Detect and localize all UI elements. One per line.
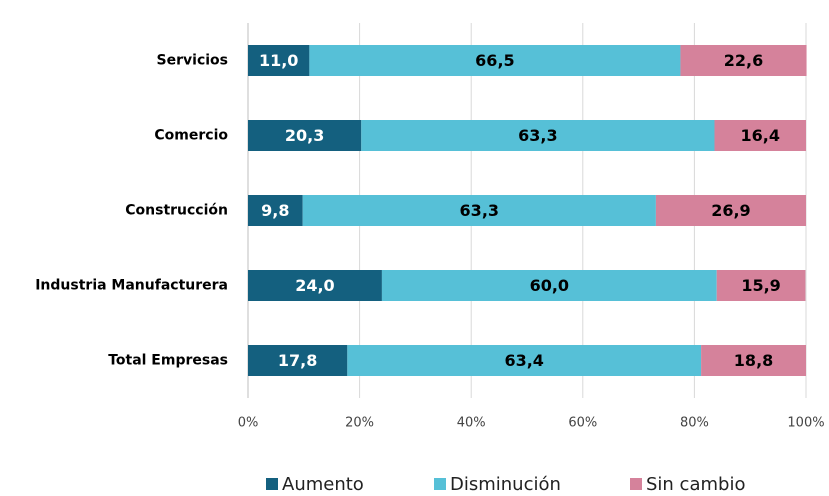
data-label: 63,3 [460,201,499,220]
bar-segment [248,45,310,76]
data-label: 26,9 [711,201,750,220]
legend-label: Disminución [450,474,561,495]
legend-swatch [266,478,278,490]
bar-segment [714,120,806,151]
data-label: 18,8 [734,351,773,370]
data-label: 66,5 [475,51,514,70]
bar-segment [381,270,717,301]
y-tick-label: Total Empresas [108,353,228,369]
legend-label: Sin cambio [646,474,745,495]
x-tick-label: 100% [787,416,824,431]
bar-segment [361,120,715,151]
bar-segment [716,270,806,301]
data-label: 16,4 [741,126,780,145]
data-label: 22,6 [724,51,763,70]
bar-segment [302,195,656,226]
bar-segment [655,195,806,226]
data-label: 11,0 [259,51,298,70]
data-label: 15,9 [741,276,780,295]
data-label: 20,3 [285,126,324,145]
x-tick-label: 40% [457,416,486,431]
bar-segment [248,195,303,226]
y-tick-label: Industria Manufacturera [35,278,228,294]
data-label: 9,8 [261,201,289,220]
bar-segment [701,345,806,376]
bar-segment [347,345,702,376]
x-tick-label: 80% [680,416,709,431]
x-tick-label: 20% [345,416,374,431]
y-tick-label: Construcción [125,203,228,219]
legend-label: Aumento [282,474,364,495]
data-label: 63,4 [504,351,543,370]
bar-segment [248,345,348,376]
bar-segment [248,270,382,301]
bar-segment [680,45,807,76]
data-label: 17,8 [278,351,317,370]
data-label: 60,0 [530,276,569,295]
y-tick-label: Comercio [154,128,228,144]
x-tick-label: 0% [238,416,259,431]
data-label: 24,0 [295,276,334,295]
y-tick-label: Servicios [157,53,228,69]
data-label: 63,3 [518,126,557,145]
legend-swatch [630,478,642,490]
legend-swatch [434,478,446,490]
bar-segment [248,120,362,151]
bar-segment [309,45,681,76]
x-tick-label: 60% [568,416,597,431]
